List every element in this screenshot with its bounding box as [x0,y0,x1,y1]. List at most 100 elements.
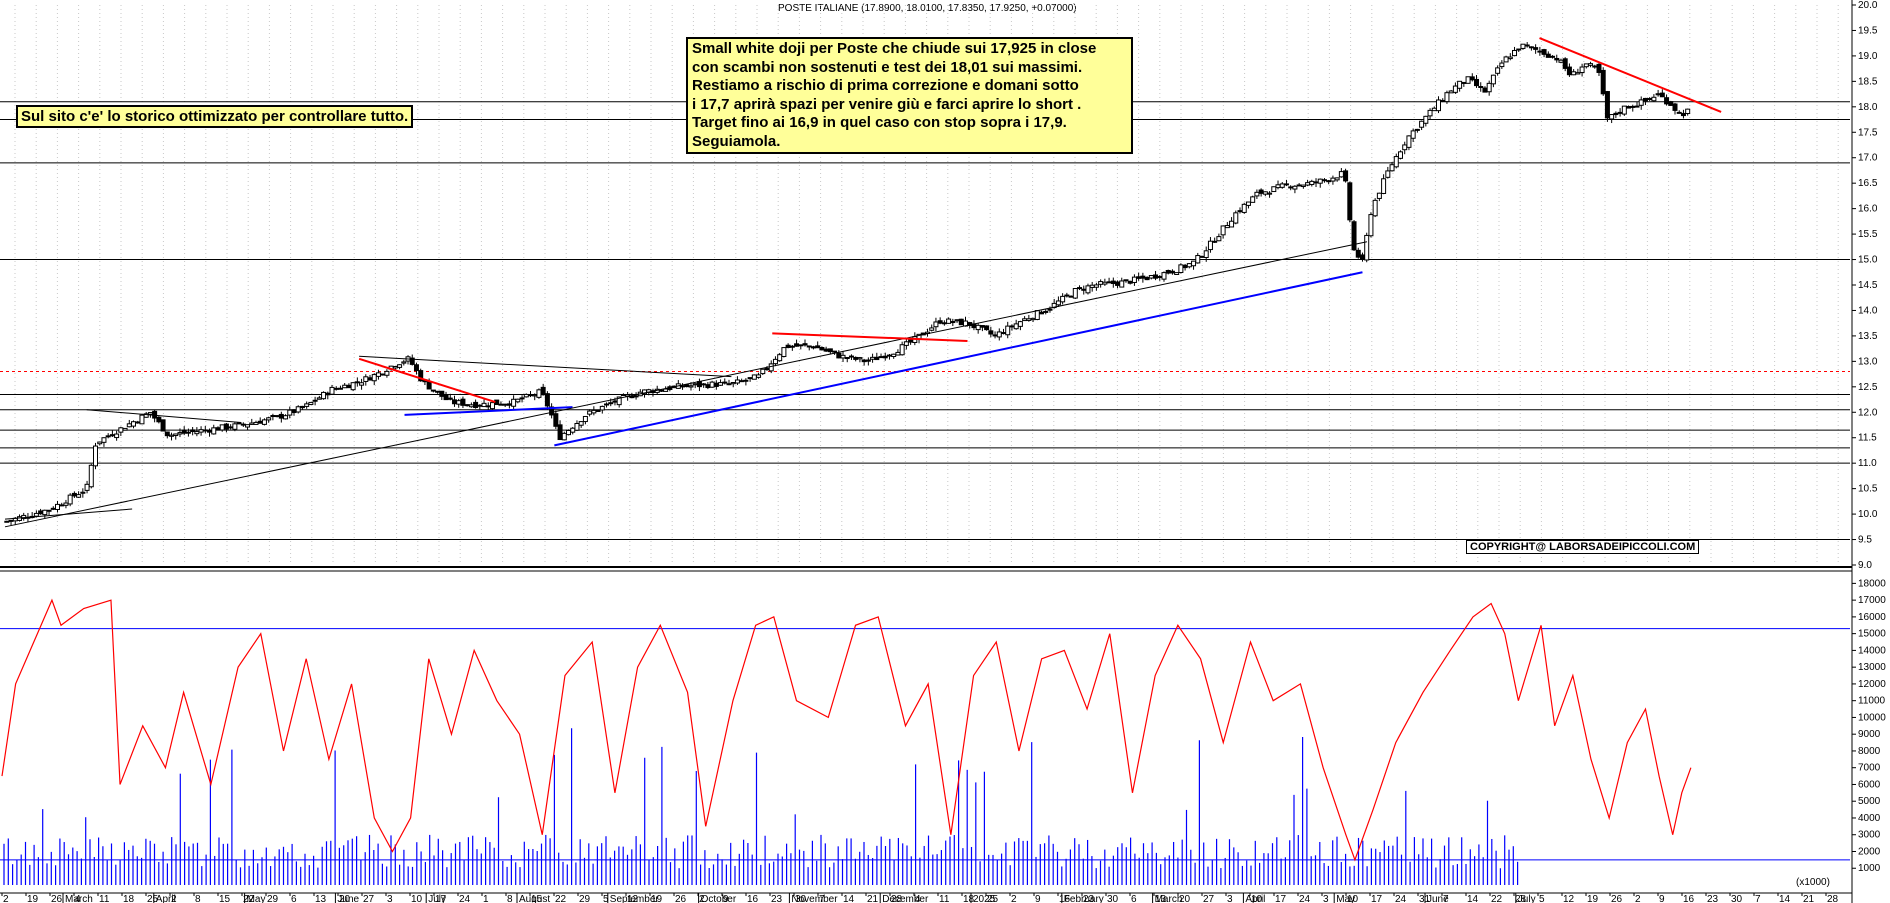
candle-body [1026,318,1032,321]
candle-body [93,445,99,467]
chart-title: POSTE ITALIANE (17.8900, 18.0100, 17.835… [778,3,1077,14]
candle-body [1368,214,1374,237]
x-tick-label: 8 [507,894,513,903]
candle-body [228,426,234,429]
candle-body [1085,285,1091,294]
y-tick-label: 14000 [1858,645,1886,656]
candle-body [747,377,753,380]
candle-body [1174,272,1180,275]
candle-body [67,494,73,505]
candle-body [1254,191,1260,197]
candle-body [198,429,204,433]
candle-body [1516,48,1522,51]
candle-body [511,398,517,407]
candle-body [658,389,664,392]
x-tick-label: 29 [579,894,591,903]
candle-body [988,330,994,335]
candle-body [236,422,242,425]
candle-body [629,395,635,399]
candle-body [46,509,52,512]
price-levels [0,101,1850,541]
candle-body [185,431,191,434]
month-label: July [1518,894,1536,903]
candle-body [156,416,162,423]
candle-body [861,359,867,363]
candle-body [1115,281,1121,286]
candle-body [177,432,183,435]
x-tick-label: 16 [1683,894,1695,903]
candle-body [261,419,267,425]
y-tick-label: 12000 [1858,679,1886,690]
candle-body [1588,63,1594,66]
candle-body [696,381,702,388]
candle-body [1288,186,1294,189]
candle-body [1558,59,1564,63]
x-tick-label: 14 [1779,894,1791,903]
candle-body [680,385,686,388]
candle-body [1262,191,1268,195]
x-tick-label: 15 [531,894,543,903]
candle-body [105,435,111,438]
month-label: June [337,894,359,903]
y-tick-label: 17000 [1858,595,1886,606]
candle-body [1237,210,1243,213]
candle-body [823,348,829,352]
x-tick-label: 7 [1443,894,1449,903]
y-tick-label: 10.0 [1858,509,1878,520]
candle-body [587,410,593,415]
candle-body [1613,112,1619,116]
candle-body [1486,82,1492,93]
x-tick-label: 24 [1395,894,1407,903]
candle-body [1060,295,1066,303]
x-tick-label: 25 [987,894,999,903]
candle-body [1161,272,1167,280]
candle-body [325,392,331,396]
x-tick-label: 14 [843,894,855,903]
candle-body [1474,78,1480,87]
x-tick-label: 11 [99,894,110,903]
candle-body [1093,284,1099,288]
x-tick-label: 20 [339,894,351,903]
candle-body [1626,105,1632,109]
candle-body [1503,56,1509,63]
candle-body [950,321,956,324]
candle-body [1621,105,1627,115]
y-tick-label: 17.0 [1858,153,1878,164]
candle-body [1123,279,1129,282]
site-note: Sul sito c'e' lo storico ottimizzato per… [16,105,414,128]
candle-body [295,406,301,413]
candle-body [692,383,698,386]
candle-body [718,382,724,386]
candle-body [527,394,533,397]
candle-body [620,394,626,397]
y-tick-label: 9.0 [1858,560,1872,571]
candle-body [1655,93,1661,96]
candle-body [701,383,707,386]
candle-body [1423,115,1429,124]
candle-body [1334,177,1340,181]
y-tick-label: 20.0 [1858,0,1878,11]
x-tick-label: 3 [387,894,393,903]
candle-body [878,356,884,359]
candle-body [257,420,263,424]
candle-body [173,433,179,437]
candle-body [88,464,94,488]
trend-line [4,241,1368,528]
candle-body [941,322,947,325]
candle-body [304,403,310,407]
candle-body [1169,270,1175,274]
candle-body [460,398,466,406]
x-tick-label: 9 [723,894,729,903]
candle-body [1444,92,1450,103]
candle-body [604,403,610,406]
candle-body [840,354,846,359]
candle-body [688,385,694,388]
candle-body [1009,325,1015,328]
candle-body [1077,287,1083,290]
month-label: November [791,894,838,903]
candle-body [80,491,86,494]
y-tick-label: 13.0 [1858,356,1878,367]
candle-body [502,403,508,406]
candle-body [4,520,10,523]
candle-body [937,320,943,324]
